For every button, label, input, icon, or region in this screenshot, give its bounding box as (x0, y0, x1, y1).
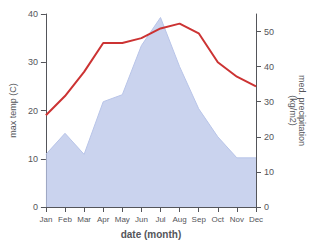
svg-text:0: 0 (33, 202, 38, 212)
svg-text:med. precipitation: med. precipitation (296, 75, 307, 146)
svg-text:Feb: Feb (58, 215, 72, 224)
svg-text:40: 40 (264, 62, 274, 72)
svg-text:0: 0 (264, 202, 269, 212)
svg-text:Nov: Nov (230, 215, 244, 224)
svg-text:20: 20 (264, 132, 274, 142)
svg-text:50: 50 (264, 27, 274, 37)
svg-text:Jan: Jan (39, 215, 52, 224)
svg-text:date (month): date (month) (121, 229, 182, 240)
svg-text:Apr: Apr (97, 215, 110, 224)
svg-text:40: 40 (28, 9, 38, 19)
svg-text:Mar: Mar (77, 215, 91, 224)
svg-text:May: May (115, 215, 130, 224)
svg-text:(kg/m2): (kg/m2) (288, 95, 298, 126)
svg-text:Oct: Oct (212, 215, 225, 224)
svg-text:Aug: Aug (172, 215, 186, 224)
svg-text:Jun: Jun (135, 215, 148, 224)
svg-text:10: 10 (264, 167, 274, 177)
svg-text:30: 30 (28, 57, 38, 67)
svg-text:Jul: Jul (155, 215, 165, 224)
svg-text:20: 20 (28, 106, 38, 116)
svg-text:max temp (C): max temp (C) (8, 83, 18, 138)
svg-text:10: 10 (28, 154, 38, 164)
svg-text:30: 30 (264, 97, 274, 107)
svg-text:Dec: Dec (249, 215, 263, 224)
svg-text:Sep: Sep (192, 215, 207, 224)
